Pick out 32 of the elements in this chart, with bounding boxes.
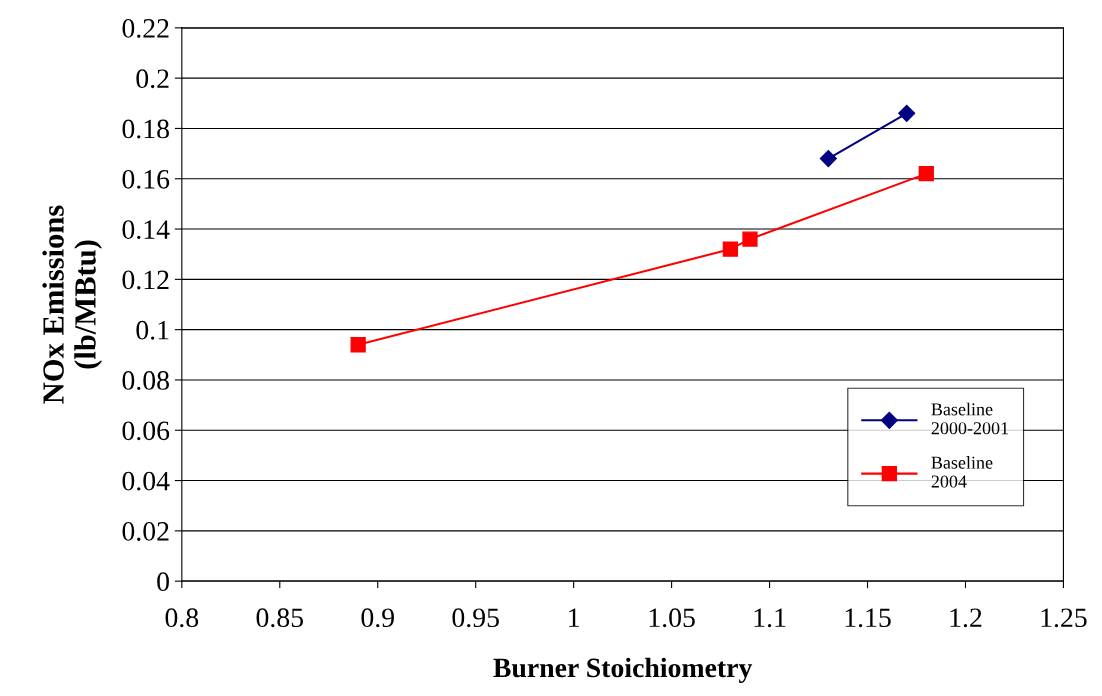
point xyxy=(819,150,837,168)
y-tick-label: 0.2 xyxy=(136,69,169,89)
y-tick-label: 0.08 xyxy=(122,371,169,390)
y-tick-label: 0.12 xyxy=(122,270,169,290)
point xyxy=(918,166,934,182)
x-tick-label: 1.05 xyxy=(649,608,695,628)
x-axis-title: Burner Stoichiometry xyxy=(493,657,753,684)
point xyxy=(898,104,916,122)
x-tick-label: 1 xyxy=(569,608,579,627)
x-tick-label: 1.25 xyxy=(1041,608,1087,628)
y-tick-label: 0.02 xyxy=(122,522,169,541)
y-tick-label: 0 xyxy=(157,572,169,592)
point xyxy=(742,231,758,247)
x-tick-label: 0.9 xyxy=(361,608,394,628)
point xyxy=(722,241,739,257)
point xyxy=(350,337,366,353)
y-tick-label: 0.18 xyxy=(122,119,169,139)
y-tick-label: 0.22 xyxy=(122,19,169,38)
x-tick-label: 0.8 xyxy=(165,608,199,628)
x-tick-label: 1.2 xyxy=(950,608,982,628)
legend-label: Baseline 2000-2001 xyxy=(931,402,1009,435)
x-tick-label: 1.1 xyxy=(754,608,786,628)
y-tick-label: 0.06 xyxy=(122,421,170,441)
y-tick-label: 0.16 xyxy=(122,169,170,189)
y-axis-title: NOx Emissions (lb/MBtu) xyxy=(42,205,102,404)
x-tick-label: 0.95 xyxy=(452,608,499,628)
y-tick-label: 0.1 xyxy=(136,320,169,340)
x-tick-label: 0.85 xyxy=(256,608,304,628)
x-tick-label: 1.15 xyxy=(845,608,891,628)
y-tick-label: 0.14 xyxy=(122,220,170,240)
y-tick-label: 0.04 xyxy=(122,471,170,491)
legend-label: Baseline 2004 xyxy=(931,456,993,488)
